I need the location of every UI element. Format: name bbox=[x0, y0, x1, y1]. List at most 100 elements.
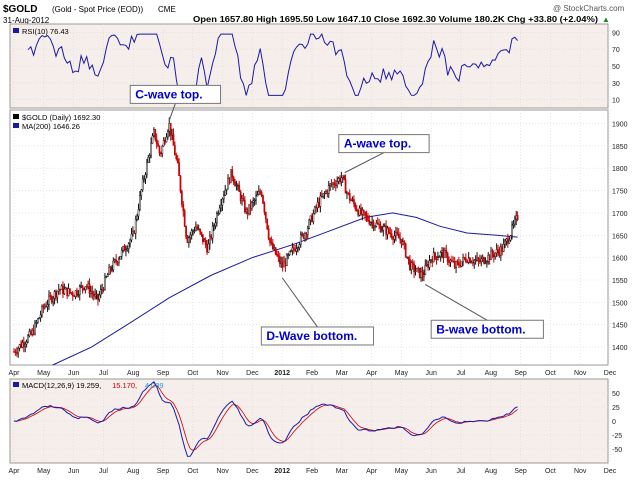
candle-body bbox=[294, 249, 297, 252]
candle-body bbox=[69, 288, 71, 293]
candle-body bbox=[204, 239, 207, 246]
rsi-panel bbox=[9, 23, 609, 109]
candle-body bbox=[213, 225, 215, 227]
month-tick-label: May bbox=[395, 468, 409, 475]
candle-body bbox=[116, 261, 119, 264]
candle-body bbox=[53, 291, 56, 299]
candle-body bbox=[375, 222, 378, 227]
annotation-box bbox=[338, 134, 430, 154]
candle-body bbox=[488, 254, 491, 260]
candle-body bbox=[456, 261, 459, 263]
up-arrow-icon: ▲ bbox=[602, 15, 610, 24]
candle-body bbox=[410, 262, 413, 270]
candle-body bbox=[241, 198, 243, 202]
candle-body bbox=[276, 254, 278, 256]
candle-body bbox=[174, 145, 176, 156]
candle-body bbox=[133, 231, 136, 234]
candle-body bbox=[95, 293, 98, 296]
candle-body bbox=[106, 274, 109, 277]
candle-body bbox=[474, 259, 477, 262]
candle-body bbox=[178, 162, 180, 177]
candle-body bbox=[218, 207, 221, 214]
candle-body bbox=[326, 190, 329, 194]
candle-body bbox=[299, 234, 302, 245]
candle-body bbox=[157, 143, 159, 147]
candle-body bbox=[337, 178, 340, 182]
candle-body bbox=[513, 218, 516, 225]
candle-body bbox=[56, 290, 59, 298]
candle-body bbox=[459, 264, 462, 267]
candle-body bbox=[120, 249, 123, 257]
candle-body bbox=[24, 343, 27, 347]
candle-body bbox=[402, 241, 404, 245]
candle-body bbox=[506, 238, 509, 244]
month-tick-label: Aug bbox=[485, 370, 498, 377]
candle-body bbox=[295, 248, 298, 252]
macd-grid bbox=[10, 379, 611, 463]
candle-body bbox=[420, 271, 422, 278]
candle-body bbox=[484, 262, 487, 264]
candle-body bbox=[259, 191, 262, 193]
candle-body bbox=[472, 262, 474, 264]
ma200-line bbox=[52, 212, 518, 366]
candle-body bbox=[129, 239, 131, 244]
legend-label: RSI(10) 76.43 bbox=[22, 27, 69, 36]
month-tick-label: Jul bbox=[99, 370, 108, 377]
candle-body bbox=[70, 292, 73, 294]
candle-body bbox=[50, 296, 53, 303]
candle-body bbox=[271, 242, 274, 250]
candle-body bbox=[227, 177, 229, 190]
month-tick-label: Nov bbox=[216, 468, 229, 475]
candle-body bbox=[481, 257, 484, 260]
candle-body bbox=[126, 248, 129, 251]
candle-body bbox=[214, 222, 217, 226]
candle-body bbox=[389, 232, 392, 235]
candle-body bbox=[21, 342, 24, 348]
candle-body bbox=[245, 209, 248, 212]
candle-body bbox=[509, 235, 512, 241]
y-tick-label: -25 bbox=[612, 433, 622, 440]
candle-body bbox=[502, 243, 505, 252]
candle-body bbox=[315, 206, 318, 209]
candle-body bbox=[306, 228, 309, 236]
candle-body bbox=[109, 266, 112, 271]
candle-body bbox=[250, 202, 253, 209]
candle-body bbox=[257, 191, 260, 195]
candle-body bbox=[228, 177, 231, 184]
candle-body bbox=[323, 192, 326, 195]
candle-body bbox=[477, 257, 480, 261]
candle-body bbox=[495, 249, 498, 254]
candle-body bbox=[280, 261, 283, 264]
candle-body bbox=[360, 207, 362, 215]
candle-body bbox=[113, 259, 116, 262]
candle-body bbox=[49, 295, 52, 298]
quote-summary: Open 1657.80 High 1695.50 Low 1647.10 Cl… bbox=[193, 15, 598, 24]
legend-label: 15.170, bbox=[112, 381, 137, 390]
candle-body bbox=[341, 175, 344, 178]
candle-body bbox=[388, 227, 390, 233]
month-tick-label: Sep bbox=[514, 370, 527, 377]
candle-body bbox=[74, 290, 77, 297]
candle-body bbox=[438, 256, 441, 258]
candle-body bbox=[210, 235, 213, 239]
month-tick-label: Oct bbox=[187, 370, 198, 377]
month-tick-label: Oct bbox=[545, 468, 556, 475]
candle-body bbox=[115, 259, 117, 262]
candle-body bbox=[350, 199, 352, 202]
candle-body bbox=[448, 261, 450, 263]
candle-body bbox=[84, 286, 87, 291]
candle-body bbox=[104, 276, 106, 290]
candle-body bbox=[480, 258, 483, 263]
month-tick-label: May bbox=[395, 370, 409, 377]
candle-body bbox=[175, 154, 178, 160]
candle-body bbox=[494, 252, 497, 257]
candle-body bbox=[168, 123, 171, 132]
candle-body bbox=[453, 261, 456, 268]
candle-body bbox=[108, 266, 110, 276]
candle-body bbox=[381, 230, 383, 233]
candle-body bbox=[238, 184, 241, 193]
candle-body bbox=[186, 236, 189, 243]
candle-body bbox=[140, 189, 143, 196]
chart-exchange: CME bbox=[158, 5, 176, 14]
candle-body bbox=[512, 223, 515, 226]
